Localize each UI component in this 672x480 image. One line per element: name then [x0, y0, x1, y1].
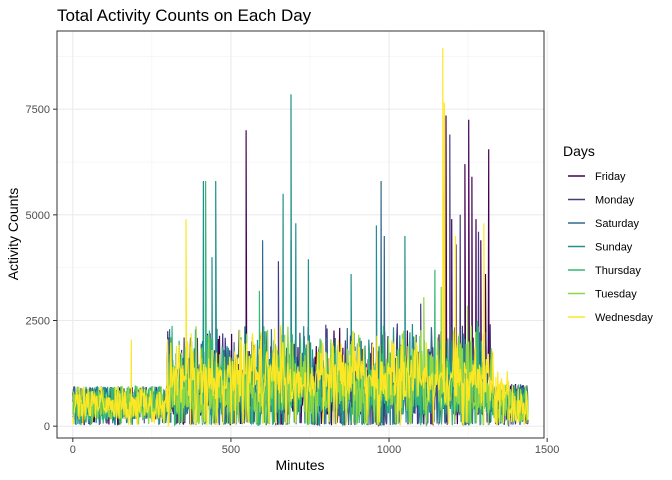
- series-line-wednesday: [72, 47, 529, 428]
- chart-title: Total Activity Counts on Each Day: [57, 6, 312, 25]
- legend-label-friday: Friday: [595, 171, 626, 183]
- axes: 0 500 1000 1500 0 2500 5000 7500: [26, 104, 560, 456]
- legend-label-saturday: Saturday: [595, 218, 640, 230]
- legend-label-wednesday: Wednesday: [595, 312, 653, 324]
- x-tick-label: 500: [222, 444, 240, 456]
- x-axis-title: Minutes: [275, 457, 324, 473]
- legend-title: Days: [563, 143, 595, 159]
- grid: [57, 31, 548, 438]
- plot-border: [56, 30, 545, 439]
- y-tick-label: 5000: [26, 210, 50, 222]
- legend: Days Friday Monday Saturday Sunday Thursday T…: [563, 143, 653, 324]
- series-lines: [72, 47, 529, 428]
- legend-label-thursday: Thursday: [595, 265, 641, 277]
- legend-label-tuesday: Tuesday: [595, 289, 637, 301]
- y-tick-label: 2500: [26, 316, 50, 328]
- x-tick-label: 1000: [377, 444, 401, 456]
- y-axis-title: Activity Counts: [5, 188, 21, 281]
- legend-label-sunday: Sunday: [595, 242, 633, 254]
- legend-label-monday: Monday: [595, 195, 635, 207]
- x-tick-label: 1500: [535, 444, 559, 456]
- y-tick-label: 7500: [26, 104, 50, 116]
- y-tick-label: 0: [44, 421, 50, 433]
- x-tick-label: 0: [70, 444, 76, 456]
